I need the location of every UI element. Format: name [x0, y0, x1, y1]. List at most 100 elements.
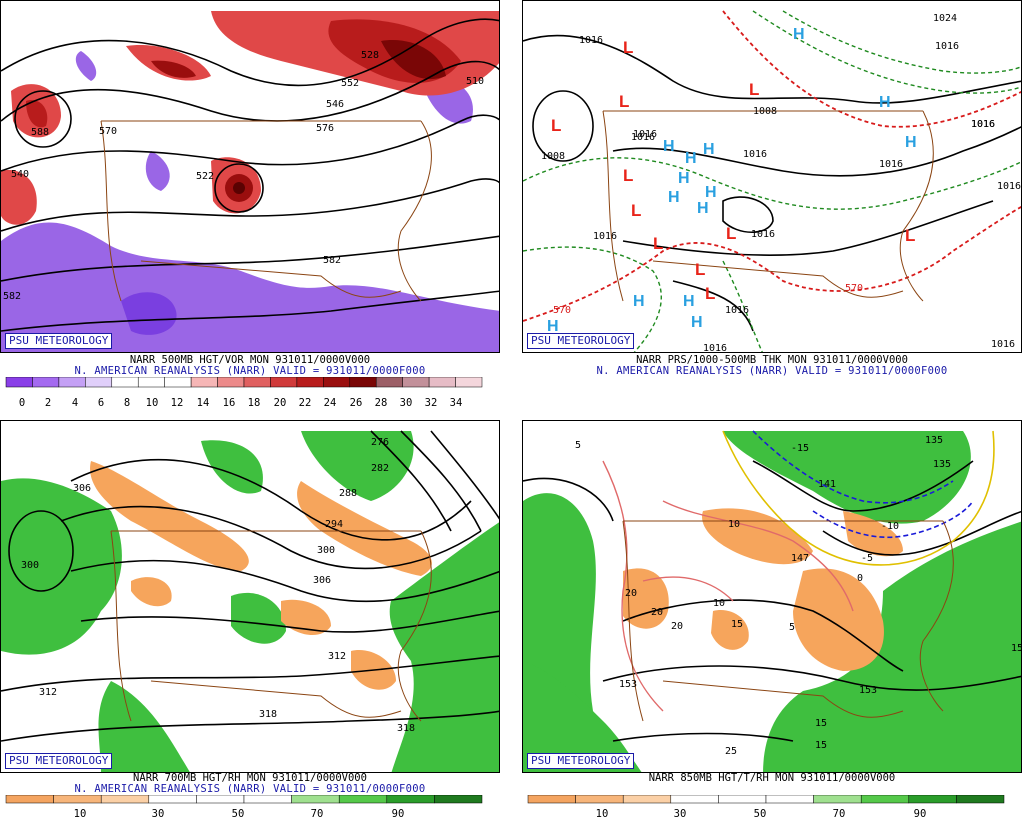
- colorbar-tick: 70: [310, 808, 324, 820]
- colorbar-swatch: [908, 795, 957, 804]
- high-pressure-marker: H: [633, 293, 645, 310]
- colorbar-swatch: [164, 377, 192, 388]
- contour-label: 288: [339, 488, 357, 499]
- high-pressure-marker: H: [668, 189, 680, 206]
- contour-label: 522: [196, 171, 214, 182]
- colorbar-swatch: [291, 795, 340, 804]
- colorbar-swatch: [455, 377, 483, 388]
- colorbar-swatch: [243, 377, 271, 388]
- low-pressure-marker: L: [653, 234, 663, 253]
- contour-label: 1016: [971, 119, 995, 130]
- temperature-warm: [602, 460, 854, 712]
- colorbar-swatch: [402, 377, 430, 388]
- colorbar-tick: 90: [391, 808, 405, 820]
- colorbar-swatch: [53, 795, 102, 804]
- colorbar-tick: 10: [145, 397, 159, 409]
- map-caption-line1: NARR 500MB HGT/VOR MON 931011/0000V000: [129, 354, 371, 366]
- colorbar-tick: 18: [247, 397, 261, 409]
- dry-region: [90, 461, 249, 571]
- contour-label: 546: [326, 99, 344, 110]
- contour-label: 15: [815, 740, 827, 751]
- colorbar-swatch: [349, 377, 377, 388]
- contour-label: 20: [625, 588, 637, 599]
- contour-label: 1016: [971, 119, 995, 130]
- thickness-cold: [523, 10, 1021, 352]
- colorbar-swatch: [575, 795, 624, 804]
- colorbar-tick: 10: [595, 808, 609, 820]
- contour-label: -5: [861, 553, 873, 564]
- colorbar-tick: 30: [673, 808, 687, 820]
- colorbar-tick: 0: [18, 397, 26, 409]
- low-pressure-marker: L: [631, 201, 641, 220]
- map-850mb-rh: 5 -15 135 141 135 -10 -5 10 147 0 20 10 …: [522, 420, 1022, 773]
- colorbar-tick: 34: [449, 397, 463, 409]
- colorbar-swatch: [296, 377, 324, 388]
- contour-label: 147: [791, 553, 809, 564]
- contour-label: 1016: [997, 181, 1021, 192]
- map-caption-line2: N. AMERICAN REANALYSIS (NARR) VALID = 93…: [596, 365, 948, 377]
- map-caption-line2: N. AMERICAN REANALYSIS (NARR) VALID = 93…: [74, 783, 426, 795]
- high-pressure-marker: H: [547, 318, 559, 335]
- country-borders: [622, 520, 954, 722]
- contour-label: 570: [99, 126, 117, 137]
- country-borders: [110, 530, 432, 722]
- colorbar-swatch: [386, 795, 435, 804]
- panel-850mb-rh: 5 -15 135 141 135 -10 -5 10 147 0 20 10 …: [522, 420, 1024, 820]
- contour-label: 25: [725, 746, 737, 757]
- high-pressure-marker: H: [705, 184, 717, 201]
- colorbar-swatch: [622, 795, 672, 804]
- isobars: [523, 34, 1021, 332]
- contour-label: 300: [21, 560, 39, 571]
- colorbar-swatch: [148, 795, 197, 804]
- high-markers: H H H H H H H H H H H H H H: [547, 26, 917, 335]
- contour-label: 318: [397, 723, 415, 734]
- contour-label: 1016: [633, 129, 657, 140]
- colorbar-swatch: [111, 377, 139, 388]
- country-borders: [100, 120, 432, 302]
- colorbar-tick: 20: [273, 397, 287, 409]
- contour-label: 318: [259, 709, 277, 720]
- rh850-map-graphic: 5 -15 135 141 135 -10 -5 10 147 0 20 10 …: [523, 430, 1021, 772]
- rh-colorbar-swatches: [527, 795, 1005, 804]
- high-pressure-marker: H: [879, 94, 891, 111]
- colorbar-tick: 12: [170, 397, 184, 409]
- high-pressure-marker: H: [685, 150, 697, 167]
- colorbar-swatch: [527, 795, 576, 804]
- colorbar-tick: 14: [196, 397, 210, 409]
- colorbar-swatch: [270, 377, 298, 388]
- rh700-map-graphic: 276 282 306 288 294 300 300 306 312 312 …: [1, 430, 499, 772]
- low-pressure-marker: L: [623, 38, 633, 57]
- contour-label: 282: [371, 463, 389, 474]
- colorbar-swatch: [434, 795, 483, 804]
- high-pressure-marker: H: [793, 26, 805, 43]
- contour-label: 312: [328, 651, 346, 662]
- contour-label: 1016: [631, 132, 655, 143]
- dry-region: [702, 508, 813, 565]
- low-pressure-marker: L: [695, 260, 705, 279]
- low-pressure-marker: L: [619, 92, 629, 111]
- low-pressure-marker: L: [705, 284, 715, 303]
- contour-label: 15: [815, 718, 827, 729]
- contour-label: 528: [361, 50, 379, 61]
- rh700-colorbar: 10 30 50 70 90: [0, 795, 500, 829]
- vorticity-colorbar: 0 2 4 6 8 10 12 14 16 18 20 22 24 26 28 …: [0, 377, 500, 411]
- contour-label: 1016: [991, 339, 1015, 350]
- contour-label: 1016: [743, 149, 767, 160]
- map-500mb-vorticity: 528 552 546 570 576 522 582 588 582 540 …: [0, 0, 500, 353]
- colorbar-swatch: [860, 795, 910, 804]
- high-pressure-marker: H: [703, 141, 715, 158]
- contour-label: 1016: [579, 35, 603, 46]
- colorbar-swatch: [85, 377, 113, 388]
- contour-label: 306: [313, 575, 331, 586]
- contour-label: 312: [39, 687, 57, 698]
- contour-label: 1024: [933, 13, 957, 24]
- colorbar-tick: 30: [151, 808, 165, 820]
- colorbar-tick: 10: [73, 808, 87, 820]
- contour-label: 1016: [593, 231, 617, 242]
- colorbar-tick: 32: [424, 397, 438, 409]
- colorbar-tick: 30: [399, 397, 413, 409]
- vorticity-colorbar-swatches: [5, 377, 483, 388]
- contour-label: 1016: [879, 159, 903, 170]
- psu-meteorology-logo: PSU METEOROLOGY: [5, 753, 113, 769]
- contour-label: 10: [713, 598, 725, 609]
